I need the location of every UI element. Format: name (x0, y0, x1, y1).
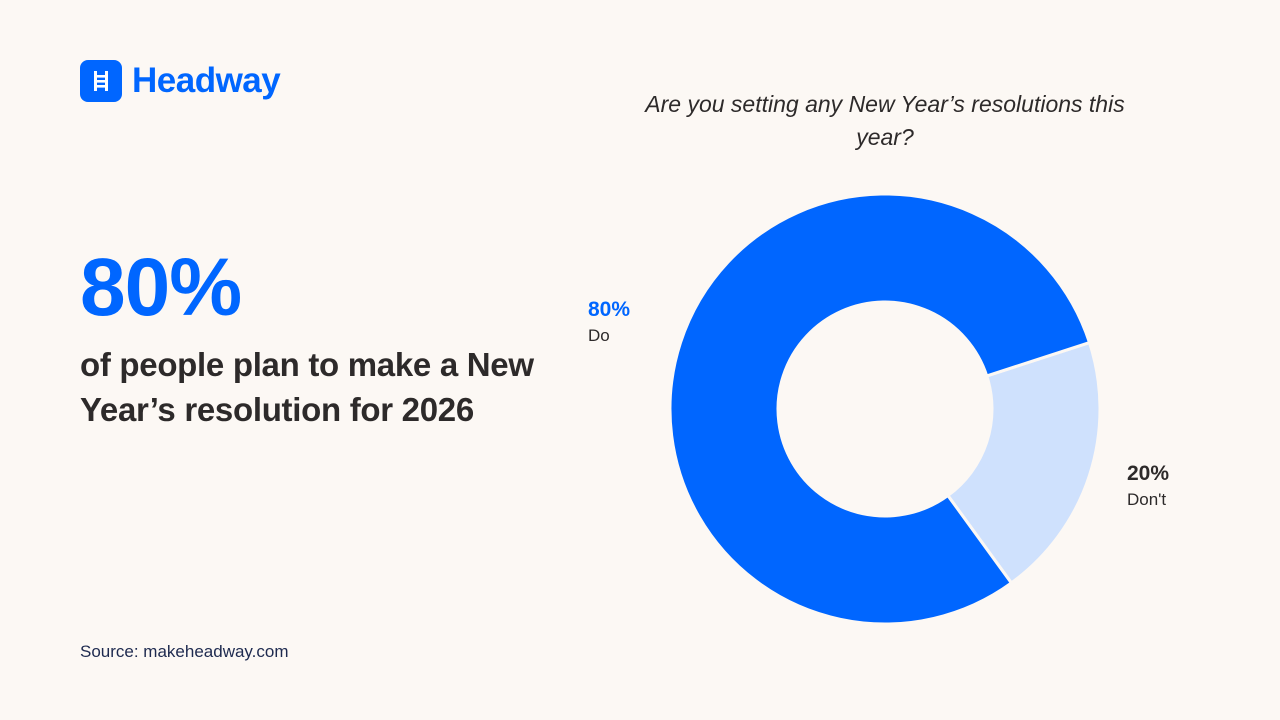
chart-title: Are you setting any New Year’s resolutio… (645, 91, 1125, 150)
brand-logo: Headway (80, 60, 281, 102)
brand-name: Headway (132, 61, 281, 100)
donut-slice-dont (946, 341, 1102, 585)
stat-description: of people plan to make a New Year’s reso… (80, 346, 534, 428)
slice-value-label: 80% (588, 298, 630, 321)
ladder-icon (80, 60, 122, 102)
source-text: Source: makeheadway.com (80, 642, 289, 661)
slice-category-label: Don't (1127, 490, 1166, 509)
slice-category-label: Do (588, 326, 610, 345)
slice-value-label: 20% (1127, 462, 1169, 485)
donut-slice-do (668, 192, 1091, 626)
stat-value: 80% (80, 242, 242, 333)
